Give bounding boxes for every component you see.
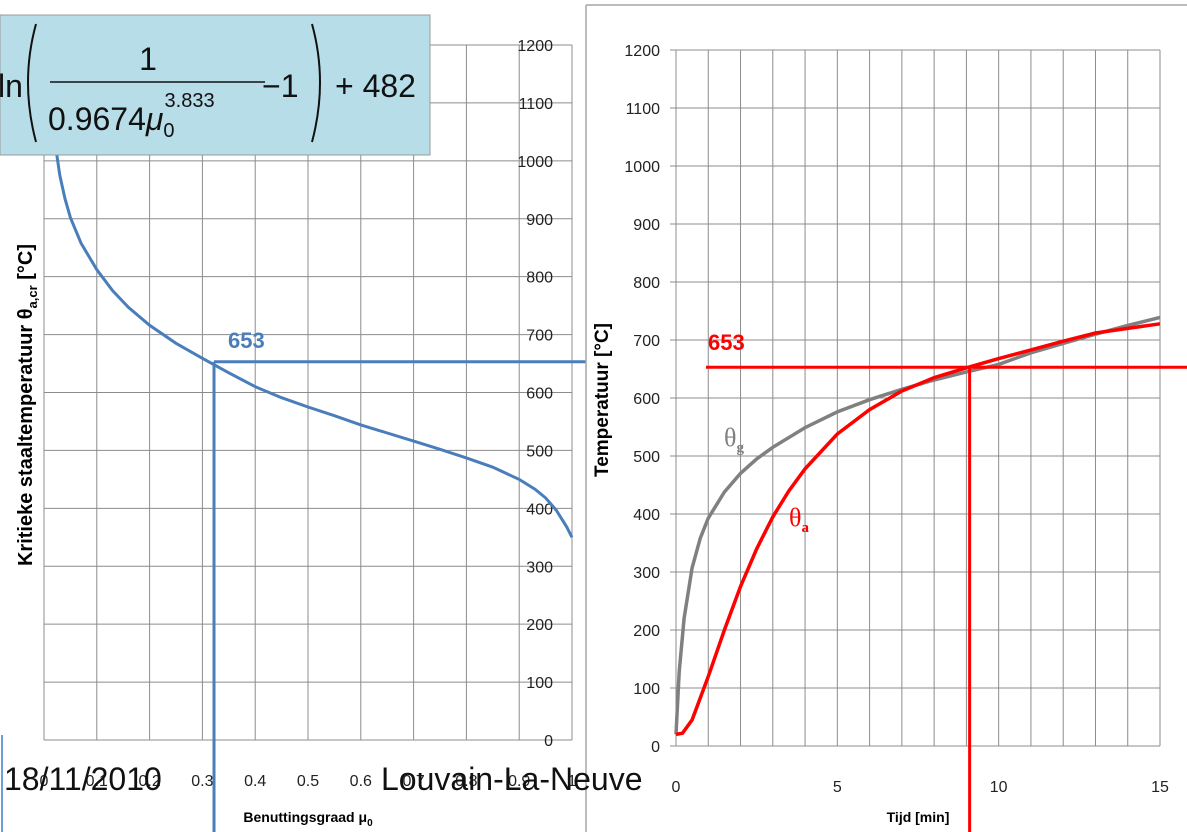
left-y-axis-title-main: Kritieke staaltemperatuur θ xyxy=(15,308,37,566)
left-chart: 0100200300400500600700800900100011001200… xyxy=(15,38,586,832)
right-x-tick-label: 10 xyxy=(990,779,1008,796)
right-y-tick-label: 100 xyxy=(633,681,660,698)
right-chart: 0100200300400500600700800900100011001200… xyxy=(592,43,1187,832)
right-x-axis-title: Tijd [min] xyxy=(887,809,950,825)
left-x-tick-label: 0.3 xyxy=(191,773,213,790)
left-x-tick-label: 0.6 xyxy=(350,773,372,790)
left-y-tick-label: 1100 xyxy=(519,96,554,113)
critical-temperature-curve xyxy=(54,146,574,538)
steel-series-label-base: θ xyxy=(789,503,801,532)
left-x-tick-label: 0.5 xyxy=(297,773,319,790)
right-y-tick-label: 400 xyxy=(633,507,660,524)
steel-temperature-curve xyxy=(675,322,1161,737)
right-y-tick-label: 700 xyxy=(633,333,660,350)
formula-constant: + 482 xyxy=(335,68,416,104)
right-y-tick-label: 1000 xyxy=(624,159,660,176)
left-x-tick-label: 0 xyxy=(40,773,49,790)
left-x-tick-label: 0.7 xyxy=(402,773,424,790)
footer-date: 18/11/2010 xyxy=(4,761,162,797)
left-x-tick-label: 0.9 xyxy=(508,773,530,790)
formula-mu: μ xyxy=(145,101,164,137)
left-y-tick-label: 600 xyxy=(526,386,553,403)
right-y-tick-label: 600 xyxy=(633,391,660,408)
gas-temperature-curve xyxy=(674,315,1161,735)
left-y-tick-label: 0 xyxy=(544,733,553,750)
left-x-tick-label: 0.8 xyxy=(455,773,477,790)
formula-box: ln 1 0.9674μ0 3.833 −1 + 482 xyxy=(0,14,431,156)
footer-location: Louvain-La-Neuve xyxy=(381,761,643,797)
formula-ln: ln xyxy=(0,68,23,104)
formula-denominator: 0.9674μ0 3.833 xyxy=(48,90,215,142)
right-y-tick-label: 500 xyxy=(633,449,660,466)
left-y-tick-label: 100 xyxy=(526,675,553,692)
formula-numerator: 1 xyxy=(139,41,157,77)
right-y-tick-label: 800 xyxy=(633,275,660,292)
formula-background xyxy=(0,14,431,156)
right-y-tick-labels: 0 100 200 300 400 500 600 700 800 900 1000 1100 1200 xyxy=(624,43,660,756)
gas-series-label-sub: g xyxy=(736,440,744,456)
left-y-tick-labels: 0 100 200 300 400 500 600 700 800 900 1000 1100 1200 xyxy=(517,38,553,750)
left-y-axis-title-sub: a,cr xyxy=(25,285,40,308)
left-y-tick-label: 1200 xyxy=(517,38,553,55)
right-x-tick-label: 0 xyxy=(672,779,681,796)
right-653-label: 653 xyxy=(708,330,745,355)
left-x-tick-label: 0.2 xyxy=(138,773,160,790)
left-x-tick-labels: 0 0.1 0.2 0.3 0.4 0.5 0.6 0.7 0.8 0.9 1 xyxy=(40,773,577,790)
right-x-tick-label: 15 xyxy=(1151,779,1169,796)
formula-coefficient: 0.9674 xyxy=(48,101,146,137)
right-y-tick-label: 0 xyxy=(651,739,660,756)
right-y-tick-label: 200 xyxy=(633,623,660,640)
right-y-tick-label: 1100 xyxy=(626,101,661,118)
left-653-label: 653 xyxy=(228,328,265,353)
left-y-tick-label: 800 xyxy=(526,270,553,287)
steel-series-label: θa xyxy=(789,503,809,536)
left-x-axis-title-sub: 0 xyxy=(367,818,373,829)
formula-mu-subscript: 0 xyxy=(163,120,174,142)
right-x-tick-labels: 0 5 10 15 xyxy=(672,779,1169,796)
left-x-tick-label: 0.1 xyxy=(86,773,108,790)
left-x-axis-title: Benuttingsgraad μ0 xyxy=(243,809,373,829)
right-x-tick-label: 5 xyxy=(833,779,842,796)
right-y-tick-label: 1200 xyxy=(624,43,660,60)
formula-left-paren xyxy=(27,23,37,143)
left-y-tick-label: 200 xyxy=(526,617,553,634)
right-y-axis-title: Temperatuur [°C] xyxy=(592,323,613,477)
left-x-tick-label: 1 xyxy=(568,773,577,790)
left-y-tick-label: 300 xyxy=(526,559,553,576)
left-x-tick-label: 0.4 xyxy=(244,773,266,790)
left-y-tick-label: 700 xyxy=(526,328,553,345)
right-gridlines xyxy=(670,49,1161,747)
right-y-tick-label: 300 xyxy=(633,565,660,582)
gas-series-label-base: θ xyxy=(724,423,736,452)
formula-right-paren xyxy=(311,23,321,143)
left-y-tick-label: 400 xyxy=(526,501,553,518)
right-y-tick-label: 900 xyxy=(633,217,660,234)
left-gridlines xyxy=(43,44,573,741)
steel-series-label-sub: a xyxy=(801,520,809,536)
left-y-tick-label: 500 xyxy=(526,443,553,460)
left-y-tick-label: 900 xyxy=(526,212,553,229)
gas-series-label: θg xyxy=(724,423,744,456)
left-x-axis-title-main: Benuttingsgraad μ xyxy=(243,809,367,825)
formula-minus-one: −1 xyxy=(262,68,298,104)
left-y-tick-label: 1000 xyxy=(517,154,553,171)
left-y-axis-title-unit: [°C] xyxy=(15,244,37,285)
left-y-axis-title: Kritieke staaltemperatuur θa,cr [°C] xyxy=(15,244,40,566)
formula-exponent: 3.833 xyxy=(165,90,215,112)
